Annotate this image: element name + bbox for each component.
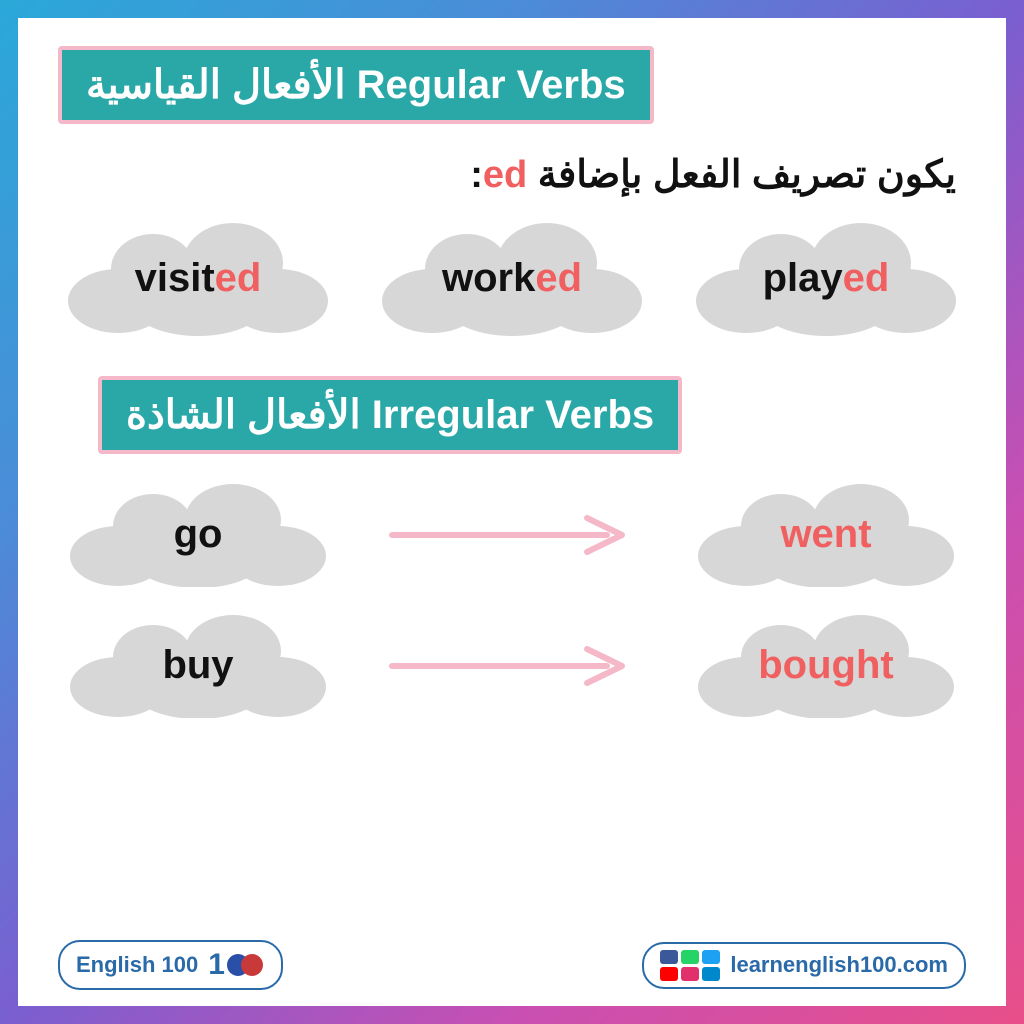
arrow-go-went xyxy=(382,510,642,560)
verb-suffix: ed xyxy=(843,256,890,301)
irregular-verbs-banner: الأفعال الشاذة Irregular Verbs xyxy=(98,376,682,454)
telegram-icon xyxy=(702,967,720,981)
regular-verbs-banner: الأفعال القياسية Regular Verbs xyxy=(58,46,654,124)
cloud-played: played xyxy=(686,221,966,336)
arrow-icon xyxy=(382,510,642,560)
footer-left-badge: English 100 1 xyxy=(58,940,283,990)
flag-us-icon xyxy=(241,954,263,976)
regular-verbs-title: الأفعال القياسية Regular Verbs xyxy=(86,63,626,107)
cloud-text: buy xyxy=(58,613,338,718)
verb-base: visit xyxy=(135,256,215,301)
cloud-bought: bought xyxy=(686,613,966,718)
verb-to: bought xyxy=(758,643,894,688)
verb-to: went xyxy=(780,512,871,557)
instagram-icon xyxy=(681,967,699,981)
cloud-worked: worked xyxy=(372,221,652,336)
cloud-go: go xyxy=(58,482,338,587)
facebook-icon xyxy=(660,950,678,964)
regular-examples-row: visited worked xyxy=(58,221,966,336)
gradient-frame: الأفعال القياسية Regular Verbs يكون تصري… xyxy=(0,0,1024,1024)
cloud-text: worked xyxy=(372,221,652,336)
whatsapp-icon xyxy=(681,950,699,964)
arrow-buy-bought xyxy=(382,641,642,691)
verb-base: work xyxy=(442,256,535,301)
verb-from: buy xyxy=(162,643,233,688)
logo-100-icon: 1 xyxy=(208,948,265,982)
content-area: الأفعال القياسية Regular Verbs يكون تصري… xyxy=(18,18,1006,1006)
regular-verbs-description: يكون تصريف الفعل بإضافة ed: xyxy=(58,152,956,197)
cloud-visited: visited xyxy=(58,221,338,336)
verb-from: go xyxy=(174,512,223,557)
cloud-text: went xyxy=(686,482,966,587)
social-icons xyxy=(660,950,720,981)
cloud-text: go xyxy=(58,482,338,587)
arrow-icon xyxy=(382,641,642,691)
youtube-icon xyxy=(660,967,678,981)
cloud-text: played xyxy=(686,221,966,336)
verb-suffix: ed xyxy=(535,256,582,301)
desc-suffix: : xyxy=(470,154,483,196)
footer-left-text: English 100 xyxy=(76,952,198,978)
irregular-verbs-title: الأفعال الشاذة Irregular Verbs xyxy=(126,393,654,437)
desc-highlight: ed xyxy=(483,154,527,196)
irregular-row-buy: buy xyxy=(58,613,966,718)
footer-right-badge: learnenglish100.com xyxy=(642,942,966,989)
cloud-buy: buy xyxy=(58,613,338,718)
irregular-row-go: go xyxy=(58,482,966,587)
verb-suffix: ed xyxy=(215,256,262,301)
cloud-text: bought xyxy=(686,613,966,718)
footer: English 100 1 lear xyxy=(58,940,966,990)
desc-prefix: يكون تصريف الفعل بإضافة xyxy=(527,154,956,196)
cloud-text: visited xyxy=(58,221,338,336)
twitter-icon xyxy=(702,950,720,964)
footer-right-text: learnenglish100.com xyxy=(730,952,948,978)
verb-base: play xyxy=(763,256,843,301)
cloud-went: went xyxy=(686,482,966,587)
